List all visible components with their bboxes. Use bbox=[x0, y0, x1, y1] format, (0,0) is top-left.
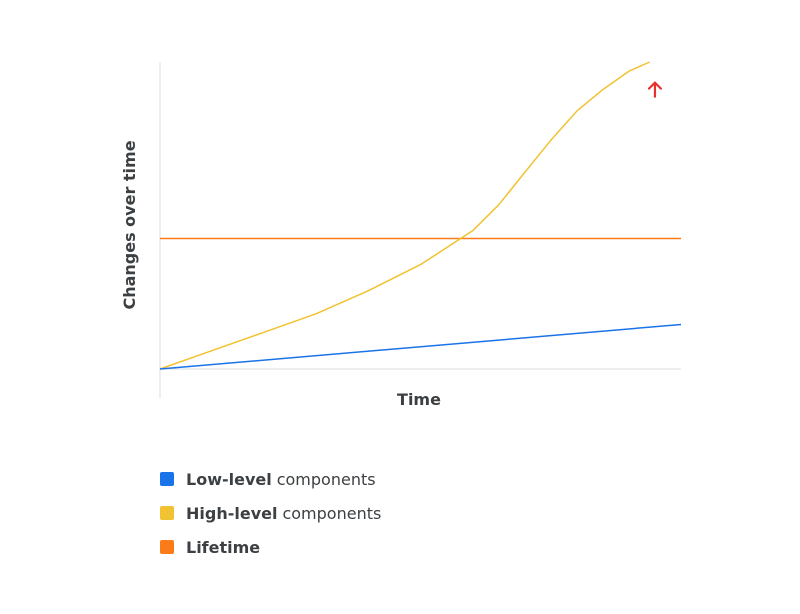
y-axis-title: Changes over time bbox=[120, 140, 139, 309]
up-arrow-head bbox=[647, 81, 663, 90]
series-line-high-level bbox=[159, 61, 651, 370]
legend-label-rest: components bbox=[276, 469, 376, 489]
up-arrow-icon bbox=[647, 81, 663, 98]
series-line-low-level bbox=[159, 323, 682, 370]
legend: Low-level components High-level componen… bbox=[160, 462, 381, 564]
x-axis-title: Time bbox=[397, 390, 441, 409]
legend-item-lifetime: Lifetime bbox=[160, 530, 381, 564]
annotation-layer bbox=[647, 81, 663, 98]
legend-swatch-high-level bbox=[160, 506, 174, 520]
legend-item-high-level: High-level components bbox=[160, 496, 381, 530]
series-layer bbox=[159, 61, 682, 370]
legend-swatch-lifetime bbox=[160, 540, 174, 554]
legend-swatch-low-level bbox=[160, 472, 174, 486]
legend-label-rest: components bbox=[282, 503, 382, 523]
legend-label-bold: Low-level bbox=[186, 469, 272, 489]
legend-label-bold: Lifetime bbox=[186, 537, 261, 557]
legend-label-bold: High-level bbox=[186, 503, 278, 523]
line-chart: Time Changes over time bbox=[120, 61, 682, 409]
legend-item-low-level: Low-level components bbox=[160, 462, 381, 496]
